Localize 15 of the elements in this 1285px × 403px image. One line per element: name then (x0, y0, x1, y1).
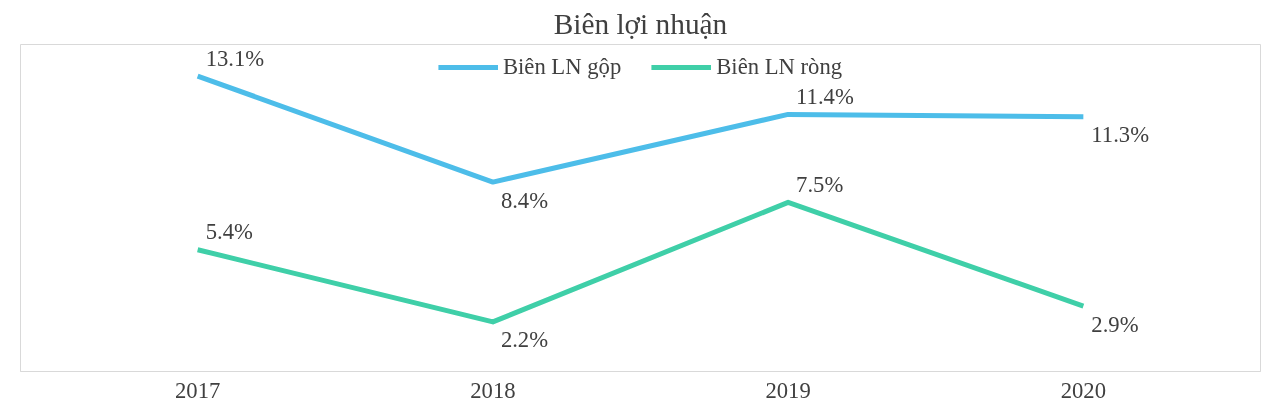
data-label: 8.4% (500, 187, 549, 213)
x-tick-label: 2018 (470, 377, 516, 403)
data-label: 11.4% (796, 83, 854, 109)
x-tick-label: 2019 (765, 377, 811, 403)
legend-label: Biên LN gộp (502, 54, 622, 80)
chart-title: Biên lợi nhuận (553, 7, 728, 40)
data-label: 11.3% (1091, 122, 1150, 148)
data-label: 7.5% (796, 171, 844, 197)
data-label: 5.4% (205, 219, 253, 245)
legend-label: Biên LN ròng (716, 54, 843, 80)
x-tick-label: 2020 (1060, 377, 1107, 403)
data-label: 13.1% (205, 45, 265, 71)
data-label: 2.9% (1091, 311, 1139, 337)
data-label: 2.2% (500, 327, 549, 353)
x-tick-label: 2017 (174, 377, 221, 403)
